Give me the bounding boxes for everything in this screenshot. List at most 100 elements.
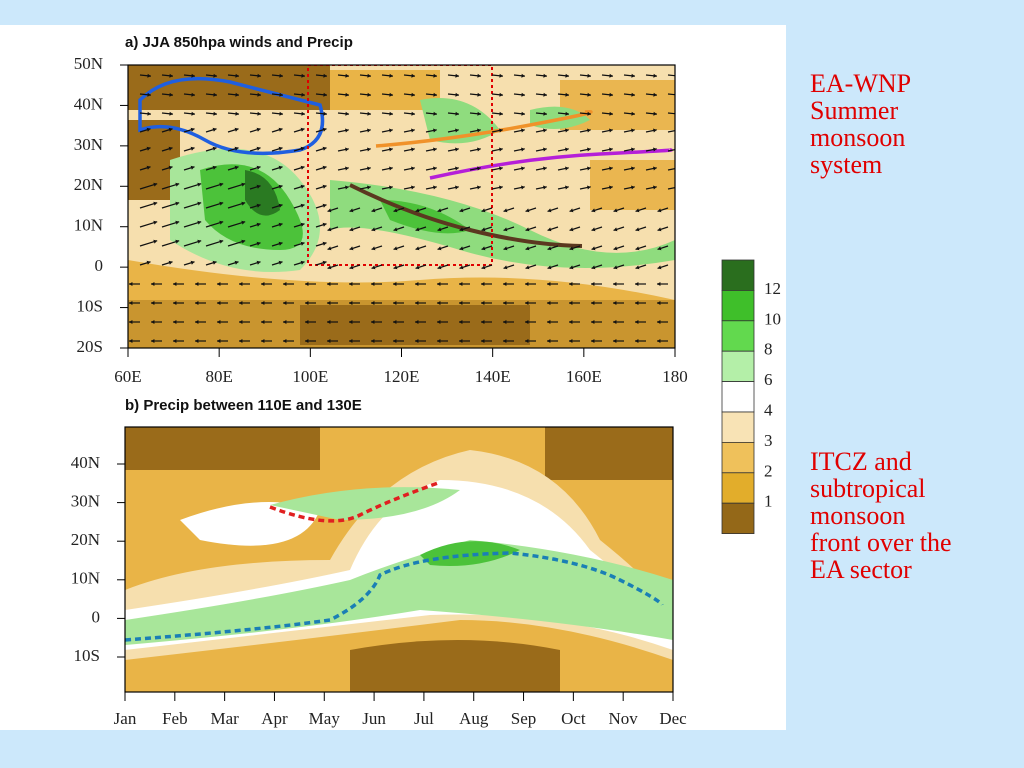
arrow-head: [433, 166, 437, 171]
arrow-head: [300, 146, 305, 151]
arrow-head: [190, 146, 195, 151]
arrow-head: [234, 127, 239, 132]
arrow-head: [609, 166, 613, 171]
arrow-head: [569, 265, 574, 270]
arrow-head: [175, 182, 180, 187]
arrow-head: [151, 300, 155, 306]
arrow-head: [547, 227, 552, 232]
arrow-head: [278, 165, 283, 170]
arrow-head: [129, 281, 133, 287]
arrow-head: [234, 260, 239, 265]
arrow-head: [657, 227, 662, 232]
arrow-head: [349, 319, 353, 325]
arrow-head: [217, 338, 221, 344]
map-a: [128, 65, 675, 348]
arrow-head: [481, 265, 486, 270]
arrow-head: [481, 319, 485, 325]
arrow-head: [547, 300, 551, 306]
wind-arrow: [667, 74, 675, 77]
arrow-head: [437, 208, 442, 213]
x-tick-label: Mar: [210, 709, 239, 728]
arrow-head: [197, 220, 202, 225]
wind-arrow: [667, 112, 675, 115]
arrow-head: [345, 147, 349, 152]
arrow-head: [587, 128, 591, 133]
x-tick-label: Apr: [261, 709, 288, 728]
arrow-head: [219, 239, 224, 244]
arrow-head: [195, 281, 199, 287]
arrow-head: [415, 319, 419, 325]
arrow-head: [459, 246, 464, 251]
arrow-head: [653, 73, 657, 78]
x-tick-label: Dec: [659, 709, 687, 728]
arrow-head: [168, 260, 173, 265]
arrow-head: [389, 73, 393, 78]
arrow-head: [175, 239, 180, 244]
arrow-head: [521, 166, 525, 171]
arrow-head: [327, 208, 332, 213]
arrow-head: [569, 300, 573, 306]
arrow-head: [433, 92, 437, 97]
arrow-head: [631, 147, 635, 152]
wind-arrow: [667, 148, 675, 152]
arrow-head: [169, 73, 173, 78]
x-tick-label: Jul: [414, 709, 434, 728]
arrow-head: [591, 319, 595, 325]
arrow-head: [322, 127, 327, 132]
arrow-head: [190, 260, 195, 265]
y-tick-label: 0: [92, 607, 101, 626]
arrow-head: [503, 319, 507, 325]
arrow-head: [459, 338, 463, 344]
arrow-head: [635, 300, 639, 306]
arrow-head: [301, 92, 305, 97]
arrow-head: [175, 201, 180, 206]
arrow-head: [173, 319, 177, 325]
arrow-head: [459, 265, 464, 270]
arrow-head: [591, 338, 595, 344]
arrow-head: [591, 227, 596, 232]
arrow-head: [411, 111, 415, 116]
arrow-head: [657, 281, 661, 287]
colorbar-label: 12: [764, 279, 781, 298]
arrow-head: [459, 319, 463, 325]
arrow-head: [503, 208, 508, 213]
y-tick-label: 0: [95, 256, 104, 275]
arrow-head: [455, 128, 459, 133]
x-tick-label: Nov: [609, 709, 639, 728]
colorbar-box: [721, 320, 755, 352]
arrow-head: [367, 92, 371, 97]
arrow-head: [256, 165, 261, 170]
arrow-head: [129, 319, 133, 325]
arrow-head: [503, 265, 508, 270]
arrow-head: [455, 166, 459, 171]
arrow-head: [521, 73, 525, 78]
arrow-head: [613, 338, 617, 344]
arrow-head: [455, 73, 459, 78]
x-tick-label: Aug: [459, 709, 489, 728]
arrow-head: [323, 111, 327, 116]
note-line: monsoon: [810, 501, 905, 530]
arrow-head: [591, 208, 596, 213]
arrow-head: [219, 182, 224, 187]
arrow-head: [197, 201, 202, 206]
arrow-head: [499, 73, 503, 78]
arrow-head: [345, 73, 349, 78]
panel-b-title: b) Precip between 110E and 130E: [125, 397, 362, 414]
arrow-head: [613, 246, 618, 251]
arrow-head: [415, 300, 419, 306]
colorbar-box: [721, 441, 755, 474]
arrow-head: [261, 300, 265, 306]
arrow-head: [367, 111, 371, 116]
arrow-head: [256, 241, 261, 246]
arrow-head: [389, 185, 393, 190]
colorbar-label: 3: [764, 431, 773, 450]
arrow-head: [153, 220, 158, 225]
arrow-head: [503, 246, 508, 251]
arrow-head: [525, 319, 529, 325]
arrow-head: [565, 73, 569, 78]
arrow-head: [411, 147, 415, 152]
arrow-head: [411, 128, 415, 133]
arrow-head: [327, 319, 331, 325]
arrow-head: [191, 73, 195, 78]
arrow-head: [300, 203, 305, 208]
